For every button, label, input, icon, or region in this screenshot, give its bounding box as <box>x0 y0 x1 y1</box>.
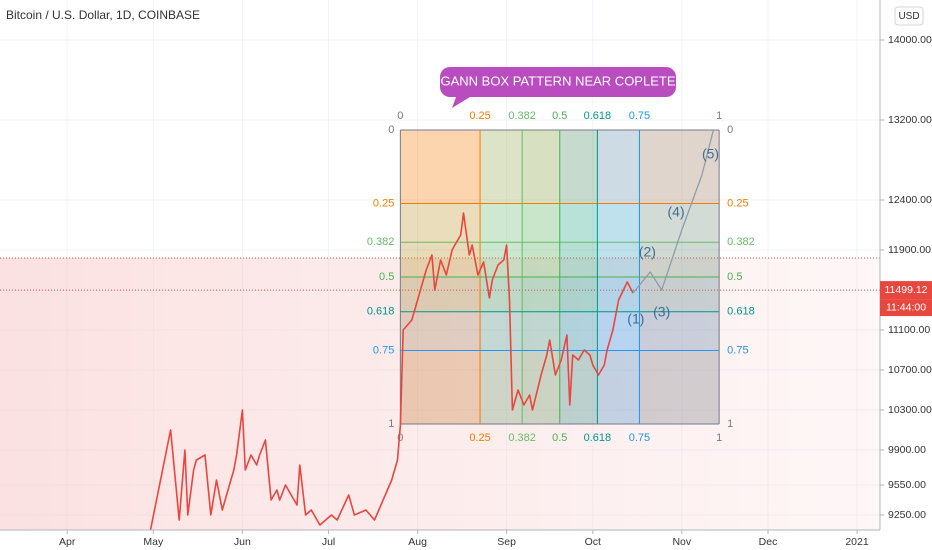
gann-top-label: 0.75 <box>629 110 650 122</box>
y-tick-label: 11900.00 <box>888 244 931 256</box>
gann-left-label: 0.5 <box>379 271 394 283</box>
x-tick-label: Oct <box>585 536 601 548</box>
last-time-tag <box>880 299 932 317</box>
x-tick-label: Sep <box>497 536 516 548</box>
gann-bottom-label: 0.618 <box>584 432 612 444</box>
y-tick-label: 9550.00 <box>888 479 926 491</box>
axes: 14000.00 13200.00 12400.00 11900.00 11100.00… <box>59 34 932 548</box>
y-tick-label: 12400.00 <box>888 194 932 206</box>
y-tick-label: 14000.00 <box>888 34 932 46</box>
price-line <box>632 129 714 294</box>
y-tick-label: 13200.00 <box>888 114 932 126</box>
y-tick-label: 9250.00 <box>888 509 926 521</box>
wave-label: (5) <box>702 146 719 162</box>
gann-right-label: 0.5 <box>727 271 742 283</box>
chart-title: Bitcoin / U.S. Dollar, 1D, COINBASE <box>6 8 200 22</box>
y-tick-label: 11100.00 <box>888 324 930 336</box>
x-tick-label: Jun <box>234 536 251 548</box>
gann-top-label: 1 <box>716 110 722 122</box>
annotation-shape <box>440 67 676 108</box>
wave-label: (2) <box>639 244 656 260</box>
gann-left-label: 0.382 <box>367 236 395 248</box>
gann-bottom-label: 0 <box>397 432 403 444</box>
x-tick-label: Apr <box>59 536 76 548</box>
gann-right-label: 0.618 <box>727 306 755 318</box>
gann-right-label: 1 <box>727 418 733 430</box>
annotation-text: GANN BOX PATTERN NEAR COPLETE <box>440 73 675 88</box>
currency-button[interactable] <box>894 6 924 26</box>
position-shade <box>0 258 880 530</box>
gann-bottom-label: 0.382 <box>508 432 536 444</box>
gann-left-label: 0.618 <box>367 306 395 318</box>
gann-top-label: 0.5 <box>552 110 567 122</box>
gann-left-label: 1 <box>388 418 394 430</box>
last-price-label: 11499.12 <box>884 284 927 296</box>
gann-left-label: 0.25 <box>373 197 394 209</box>
gann-left-label: 0.75 <box>373 344 394 356</box>
time-axis <box>0 530 880 550</box>
shade <box>0 257 880 530</box>
y-tick-label: 10300.00 <box>888 404 932 416</box>
gann-right-label: 0.382 <box>727 236 755 248</box>
wave-label: (1) <box>627 311 644 327</box>
price-line <box>149 212 634 531</box>
x-tick-label: Aug <box>408 536 427 548</box>
x-tick-label: Jul <box>322 536 335 548</box>
x-tick-label: Dec <box>759 536 778 548</box>
gann-bottom-label: 0.75 <box>629 432 650 444</box>
plot: (1) (2) (3) (4) (5) <box>149 129 719 531</box>
gann-left-label: 0 <box>388 124 394 136</box>
gann-right-label: 0 <box>727 124 733 136</box>
x-tick-label: May <box>143 536 164 548</box>
gann-right-label: 0.25 <box>727 197 748 209</box>
gann-bottom-label: 1 <box>716 432 722 444</box>
gann-bottom-label: 0.25 <box>469 432 490 444</box>
gann-top-label: 0.25 <box>469 110 490 122</box>
x-tick-label: 2021 <box>845 536 869 548</box>
price-axis <box>880 0 932 550</box>
annotation-bubble: GANN BOX PATTERN NEAR COPLETE <box>440 67 676 108</box>
y-tick-label: 9900.00 <box>888 444 926 456</box>
gann-bottom-label: 0.5 <box>552 432 567 444</box>
currency-label[interactable]: USD <box>898 11 919 22</box>
gann-right-label: 0.75 <box>727 344 748 356</box>
last-price-tag <box>880 281 932 300</box>
wave-label: (3) <box>653 304 670 320</box>
wave-label: (4) <box>668 204 685 220</box>
gann-top-label: 0.382 <box>508 110 536 122</box>
y-tick-label: 10700.00 <box>888 364 932 376</box>
gann-top-label: 0.618 <box>584 110 612 122</box>
last-time-label: 11:44:00 <box>886 301 926 313</box>
x-tick-label: Nov <box>672 536 691 548</box>
gann-top-label: 0 <box>397 110 403 122</box>
